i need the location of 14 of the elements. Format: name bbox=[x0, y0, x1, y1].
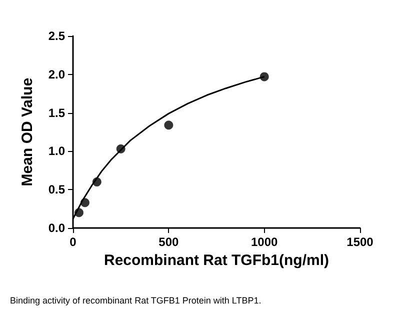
text: Binding activity of recombinant Rat TGFB1 Protein with LTBP1. bbox=[10, 296, 262, 306]
y-tick-label: 1.0 bbox=[48, 144, 66, 158]
x-tick-label: 0 bbox=[70, 235, 77, 249]
y-tick-label: 0.5 bbox=[48, 182, 66, 197]
y-tick-label: 0.0 bbox=[48, 221, 66, 235]
y-tick-label: 2.0 bbox=[48, 67, 66, 82]
x-tick-label: 1500 bbox=[346, 235, 374, 249]
y-tick-label: 2.5 bbox=[48, 29, 66, 43]
x-tick-label: 1000 bbox=[250, 235, 278, 249]
y-tick-label: 1.5 bbox=[48, 106, 66, 120]
point bbox=[164, 120, 174, 130]
x-axis-title: Recombinant Rat TGFb1(ng/ml) bbox=[104, 252, 330, 269]
x-tick-label: 500 bbox=[158, 235, 179, 249]
y-axis-title: Mean OD Value bbox=[19, 78, 36, 186]
